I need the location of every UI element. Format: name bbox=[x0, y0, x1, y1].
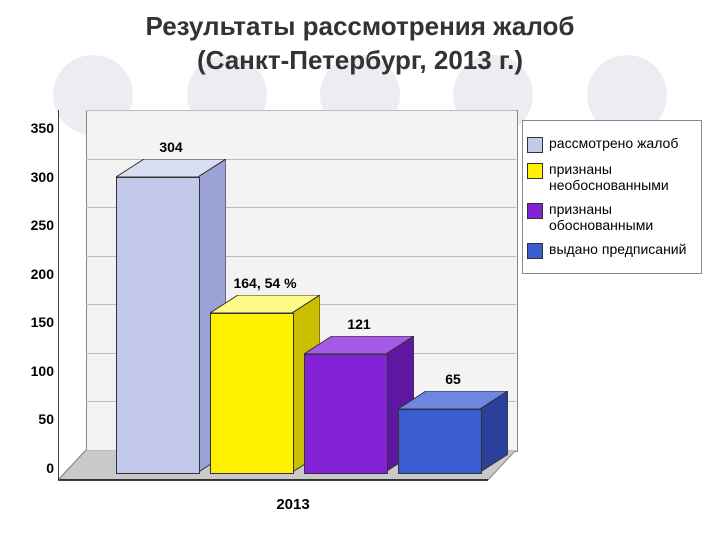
legend-swatch bbox=[527, 243, 543, 259]
y-tick: 150 bbox=[20, 314, 54, 330]
chart-container: 050100150200250300350 304164, 54 %12165 … bbox=[18, 110, 702, 530]
legend-label: признаны обоснованными bbox=[549, 201, 697, 233]
slide: Результаты рассмотрения жалоб (Санкт-Пет… bbox=[0, 0, 720, 540]
plot-area: 050100150200250300350 304164, 54 %12165 … bbox=[58, 110, 528, 490]
y-tick: 300 bbox=[20, 169, 54, 185]
legend-label: признаны необоснованными bbox=[549, 161, 697, 193]
legend-item-3: выдано предписаний bbox=[527, 241, 697, 259]
legend: рассмотрено жалоб признаны необоснованным… bbox=[522, 120, 702, 274]
y-tick: 250 bbox=[20, 217, 54, 233]
legend-swatch bbox=[527, 203, 543, 219]
bar-label-1: 164, 54 % bbox=[205, 275, 325, 291]
y-tick: 50 bbox=[20, 411, 54, 427]
legend-label: рассмотрено жалоб bbox=[549, 135, 697, 151]
y-tick: 200 bbox=[20, 266, 54, 282]
bar-label-2: 121 bbox=[299, 316, 419, 332]
bar-label-0: 304 bbox=[111, 139, 231, 155]
title-line-2: (Санкт-Петербург, 2013 г.) bbox=[0, 44, 720, 78]
y-tick: 100 bbox=[20, 363, 54, 379]
y-tick: 350 bbox=[20, 120, 54, 136]
y-tick: 0 bbox=[20, 460, 54, 476]
legend-swatch bbox=[527, 137, 543, 153]
x-axis-label: 2013 bbox=[58, 496, 528, 513]
legend-item-2: признаны обоснованными bbox=[527, 201, 697, 233]
legend-item-0: рассмотрено жалоб bbox=[527, 135, 697, 153]
legend-item-1: признаны необоснованными bbox=[527, 161, 697, 193]
page-title: Результаты рассмотрения жалоб (Санкт-Пет… bbox=[0, 10, 720, 78]
title-line-1: Результаты рассмотрения жалоб bbox=[0, 10, 720, 44]
bar-label-3: 65 bbox=[393, 371, 513, 387]
y-axis bbox=[58, 110, 98, 490]
legend-label: выдано предписаний bbox=[549, 241, 697, 257]
legend-swatch bbox=[527, 163, 543, 179]
